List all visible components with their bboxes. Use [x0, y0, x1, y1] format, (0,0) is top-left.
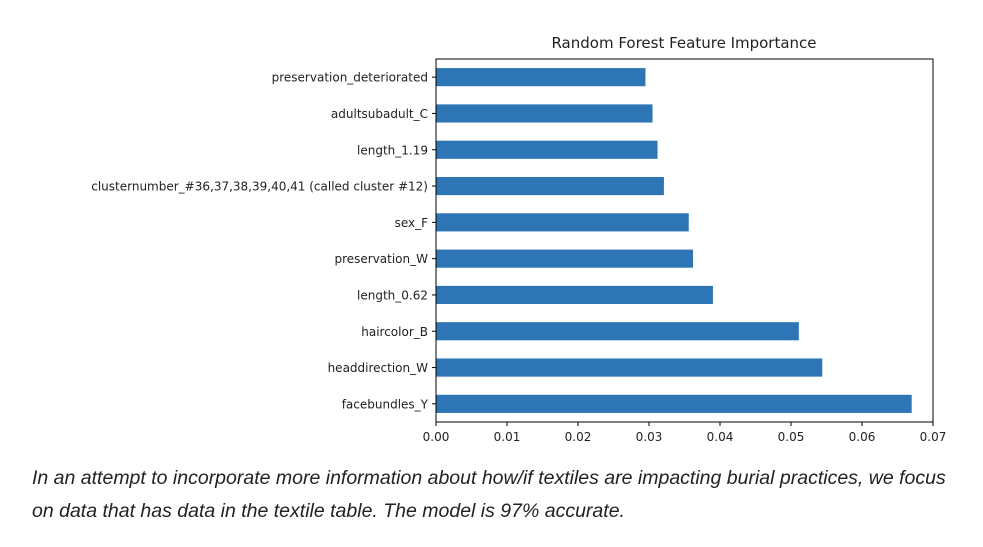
- y-tick-label-0: preservation_deteriorated: [272, 71, 428, 85]
- bars-group: [436, 68, 912, 413]
- bar-0: [436, 68, 646, 87]
- x-tick-label-2: 0.02: [565, 430, 592, 444]
- bar-8: [436, 358, 823, 377]
- x-tick-label-4: 0.04: [707, 430, 734, 444]
- x-tick-label-5: 0.05: [778, 430, 805, 444]
- bar-1: [436, 104, 653, 123]
- y-tick-label-6: length_0.62: [357, 288, 428, 302]
- bar-7: [436, 322, 799, 341]
- axes-frame: [435, 58, 934, 423]
- y-tick-labels: preservation_deteriorated adultsubadult_C…: [91, 71, 436, 411]
- y-tick-label-5: preservation_W: [334, 252, 428, 266]
- x-tick-label-6: 0.06: [849, 430, 876, 444]
- y-tick-label-7: haircolor_B: [361, 325, 428, 339]
- bar-3: [436, 176, 664, 196]
- x-tick-label-7: 0.07: [920, 430, 947, 444]
- x-axis-ticks: 0.00 0.01 0.02 0.03 0.04 0.05 0.06 0.07: [423, 422, 947, 444]
- caption-text: In an attempt to incorporate more inform…: [32, 467, 946, 522]
- x-tick-label-3: 0.03: [636, 430, 663, 444]
- bar-6: [436, 285, 713, 305]
- bar-4: [436, 213, 689, 232]
- y-tick-label-1: adultsubadult_C: [331, 107, 428, 121]
- y-tick-label-9: facebundles_Y: [342, 397, 429, 411]
- y-tick-label-4: sex_F: [395, 216, 429, 230]
- bar-2: [436, 140, 658, 159]
- x-tick-label-0: 0.00: [423, 430, 450, 444]
- bar-5: [436, 249, 694, 268]
- y-tick-label-3: clusternumber_#36,37,38,39,40,41 (called…: [91, 180, 428, 194]
- feature-importance-chart: Random Forest Feature Importance preserv…: [91, 34, 947, 444]
- y-tick-label-8: headdirection_W: [328, 361, 429, 375]
- chart-title: Random Forest Feature Importance: [551, 34, 816, 52]
- y-tick-label-2: length_1.19: [357, 143, 428, 157]
- x-tick-label-1: 0.01: [494, 430, 521, 444]
- bar-9: [436, 394, 912, 413]
